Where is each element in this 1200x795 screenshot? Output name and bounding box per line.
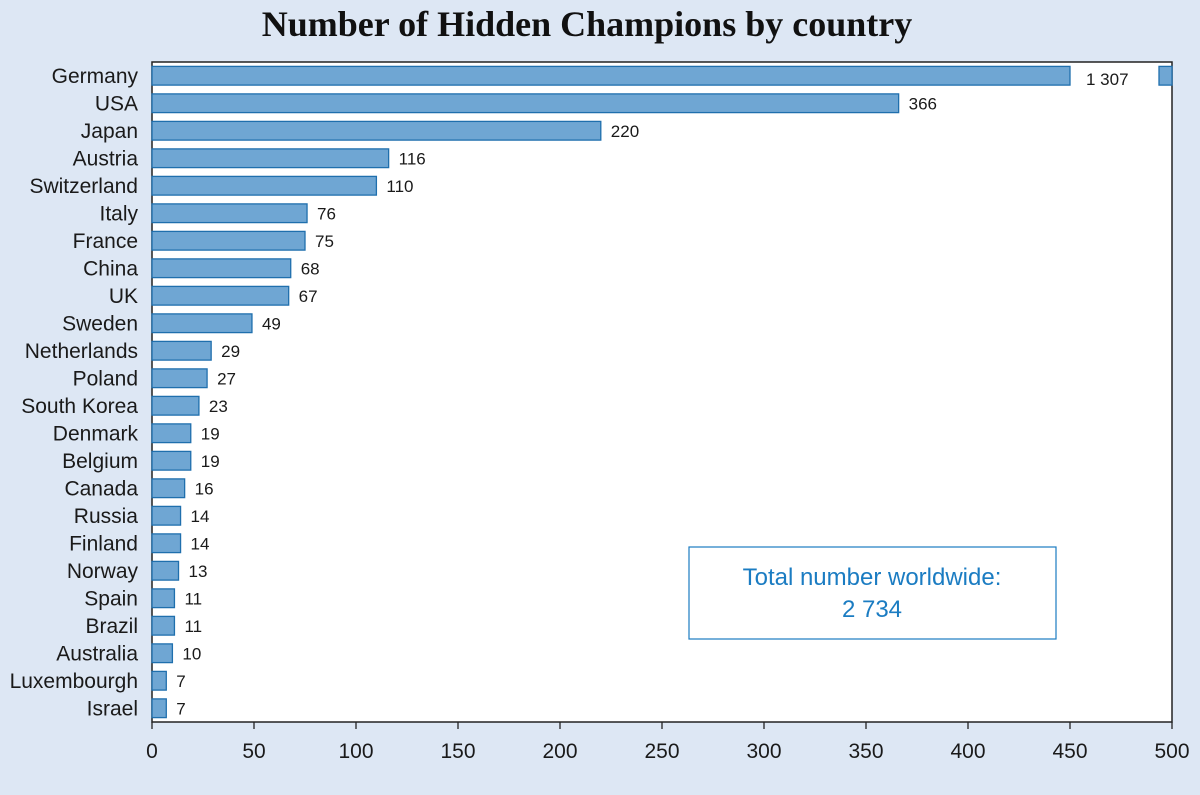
value-labels: 1 307 366 220 116 110 76 75 68 67 49 29 27 23 19 19 16 1… bbox=[176, 70, 1128, 719]
category-label: Netherlands bbox=[25, 340, 138, 363]
x-tick-label: 450 bbox=[1052, 740, 1087, 763]
bar-netherlands bbox=[151, 340, 212, 361]
bar-sweden bbox=[151, 313, 253, 334]
bar-spain bbox=[151, 588, 176, 609]
category-label: Germany bbox=[52, 65, 139, 88]
category-label: Russia bbox=[74, 505, 139, 528]
value-label: 116 bbox=[399, 149, 426, 168]
category-label: Japan bbox=[81, 120, 138, 143]
category-label: Australia bbox=[56, 642, 138, 665]
bar-finland bbox=[151, 533, 182, 554]
x-tick-label: 150 bbox=[440, 740, 475, 763]
x-tick-label: 250 bbox=[644, 740, 679, 763]
total-annotation-box bbox=[688, 546, 1057, 640]
value-label: 23 bbox=[209, 397, 228, 416]
bar-israel bbox=[151, 698, 167, 719]
category-label: Canada bbox=[64, 477, 138, 500]
category-label: UK bbox=[109, 285, 138, 308]
category-label: Israel bbox=[87, 697, 138, 720]
value-label: 75 bbox=[315, 232, 334, 251]
value-label: 49 bbox=[262, 314, 281, 333]
x-tick-label: 50 bbox=[242, 740, 265, 763]
value-label: 7 bbox=[176, 699, 185, 718]
bar-austria bbox=[151, 148, 390, 169]
x-tick-label: 350 bbox=[848, 740, 883, 763]
value-label: 10 bbox=[182, 644, 201, 663]
category-label: Belgium bbox=[62, 450, 138, 473]
category-label: Brazil bbox=[85, 615, 138, 638]
x-tick-label: 100 bbox=[338, 740, 373, 763]
value-label: 7 bbox=[176, 672, 185, 691]
bar-poland bbox=[151, 368, 208, 389]
x-tick-label: 400 bbox=[950, 740, 985, 763]
bar-italy bbox=[151, 203, 308, 224]
bar-china bbox=[151, 258, 292, 279]
bar-break-stub bbox=[1158, 65, 1173, 86]
value-label: 67 bbox=[299, 287, 318, 306]
category-label: Finland bbox=[69, 532, 138, 555]
value-label: 110 bbox=[386, 177, 413, 196]
category-label: Austria bbox=[73, 147, 139, 170]
bar-canada bbox=[151, 478, 186, 499]
bar-germany bbox=[151, 65, 1071, 86]
bar-switzerland bbox=[151, 175, 378, 196]
bar-belgium bbox=[151, 450, 192, 471]
x-tick-label: 500 bbox=[1154, 740, 1189, 763]
category-label: China bbox=[83, 257, 138, 280]
category-labels: Germany USA Japan Austria Switzerland Italy Fr… bbox=[10, 65, 139, 721]
bar-russia bbox=[151, 505, 182, 526]
bar-usa bbox=[151, 93, 900, 114]
bar-luxembourgh bbox=[151, 670, 167, 691]
bar-brazil bbox=[151, 615, 176, 636]
bar-south-korea bbox=[151, 395, 200, 416]
bar-japan bbox=[151, 120, 602, 141]
category-label: South Korea bbox=[21, 395, 138, 418]
value-label: 19 bbox=[201, 452, 220, 471]
category-label: Poland bbox=[73, 367, 138, 390]
value-label: 14 bbox=[191, 534, 210, 553]
x-tick-label: 0 bbox=[146, 740, 158, 763]
category-label: Luxembourgh bbox=[10, 670, 138, 693]
value-label: 13 bbox=[189, 562, 208, 581]
category-label: Italy bbox=[99, 202, 138, 225]
value-label: 14 bbox=[191, 507, 210, 526]
total-annotation-value: 2 734 bbox=[842, 596, 902, 623]
value-label: 16 bbox=[195, 479, 214, 498]
category-label: Norway bbox=[67, 560, 139, 583]
value-label: 19 bbox=[201, 424, 220, 443]
value-label: 11 bbox=[184, 589, 202, 608]
category-label: USA bbox=[95, 92, 138, 115]
chart-title: Number of Hidden Champions by country bbox=[262, 4, 912, 44]
category-label: Switzerland bbox=[29, 175, 138, 198]
x-tick-label: 200 bbox=[542, 740, 577, 763]
value-label: 29 bbox=[221, 342, 240, 361]
category-label: Denmark bbox=[53, 422, 139, 445]
bar-uk bbox=[151, 285, 290, 306]
total-annotation: Total number worldwide: 2 734 bbox=[688, 546, 1057, 640]
value-label: 68 bbox=[301, 259, 320, 278]
category-label: France bbox=[73, 230, 138, 253]
category-label: Sweden bbox=[62, 312, 138, 335]
value-label: 76 bbox=[317, 204, 336, 223]
value-label: 27 bbox=[217, 369, 236, 388]
x-tick-label: 300 bbox=[746, 740, 781, 763]
value-label: 11 bbox=[184, 617, 202, 636]
value-label: 220 bbox=[611, 122, 639, 141]
value-label: 1 307 bbox=[1086, 70, 1129, 89]
bar-norway bbox=[151, 560, 180, 581]
x-axis-ticks: 0 50 100 150 200 250 300 350 400 450 500 bbox=[146, 722, 1190, 763]
bar-australia bbox=[151, 643, 174, 664]
value-label: 366 bbox=[909, 94, 937, 113]
bars-layer bbox=[151, 65, 1173, 719]
bar-denmark bbox=[151, 423, 192, 444]
category-label: Spain bbox=[84, 587, 138, 610]
total-annotation-label: Total number worldwide: bbox=[743, 564, 1002, 591]
bar-france bbox=[151, 230, 306, 251]
